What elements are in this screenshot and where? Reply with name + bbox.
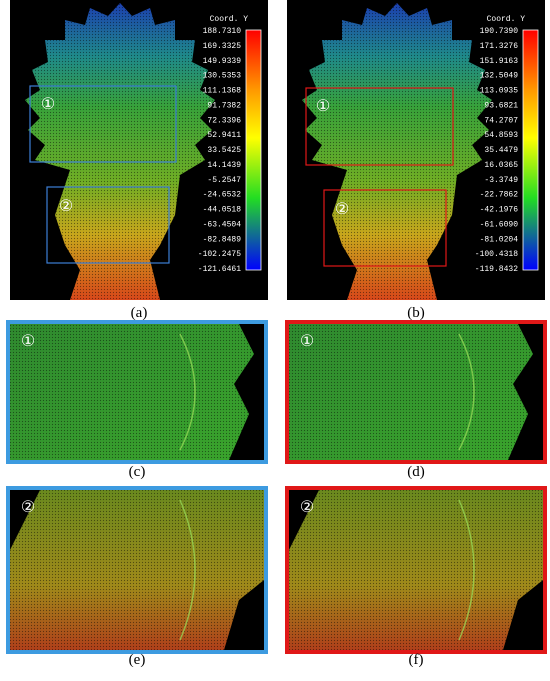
region-box xyxy=(29,85,177,163)
colorbar-label: -81.0204 xyxy=(480,235,519,244)
colorbar-label: 111.1368 xyxy=(203,87,242,96)
region-marker: ② xyxy=(335,201,349,218)
region-marker: ① xyxy=(300,333,314,350)
region-box xyxy=(46,186,170,264)
ridge xyxy=(458,333,475,451)
colorbar-label: 130.5353 xyxy=(203,72,242,81)
colorbar-label: -121.6461 xyxy=(198,265,241,274)
point-cloud-texture xyxy=(10,490,264,650)
colorbar-label: -42.1976 xyxy=(480,206,519,215)
region-box xyxy=(323,189,447,267)
ridge xyxy=(179,333,196,451)
ridge xyxy=(458,499,475,641)
region-marker: ② xyxy=(21,499,35,516)
colorbar xyxy=(522,29,539,271)
inset-border xyxy=(285,320,547,464)
colorbar-label: -61.6090 xyxy=(480,220,519,229)
colorbar-label: 16.0365 xyxy=(484,161,518,170)
colorbar-label: 74.2707 xyxy=(484,116,518,125)
inset-border xyxy=(285,486,547,654)
caption: (c) xyxy=(129,464,146,480)
inset-border xyxy=(6,486,268,654)
caption: (a) xyxy=(131,305,148,321)
region-marker: ① xyxy=(41,96,55,113)
colorbar-label: -22.7862 xyxy=(480,191,519,200)
colorbar-label: 151.9163 xyxy=(480,57,519,66)
colorbar-label: -3.3749 xyxy=(484,176,518,185)
region-marker: ② xyxy=(300,499,314,516)
region-marker: ② xyxy=(59,198,73,215)
colorbar-label: 113.0935 xyxy=(480,87,519,96)
colorbar-label: -102.2475 xyxy=(198,250,241,259)
colorbar-label: 52.9411 xyxy=(207,131,241,140)
colorbar-label: 190.7390 xyxy=(480,27,519,36)
region-marker: ① xyxy=(316,98,330,115)
colorbar-label: 188.7310 xyxy=(203,27,242,36)
colorbar-label: 14.1439 xyxy=(207,161,241,170)
colorbar-label: 93.6821 xyxy=(484,101,518,110)
colorbar-label: -24.6532 xyxy=(203,191,242,200)
colorbar-label: 91.7382 xyxy=(207,101,241,110)
colorbar-label: -119.8432 xyxy=(475,265,518,274)
colorbar-label: 132.5049 xyxy=(480,72,519,81)
caption: (e) xyxy=(129,652,146,668)
colorbar-label: 149.9339 xyxy=(203,57,242,66)
colorbar-label: -63.4504 xyxy=(203,220,242,229)
point-cloud-texture xyxy=(289,490,543,650)
region-box xyxy=(305,87,454,166)
colorbar-label: -82.8489 xyxy=(203,235,242,244)
colorbar-label: 171.3276 xyxy=(480,42,519,51)
colorbar-label: 54.8593 xyxy=(484,131,518,140)
point-cloud-texture xyxy=(10,324,254,460)
colorbar-label: 169.3325 xyxy=(203,42,242,51)
colorbar-title: Coord. Y xyxy=(487,15,526,24)
colorbar-label: -100.4318 xyxy=(475,250,518,259)
colorbar-label: 35.4479 xyxy=(484,146,518,155)
caption: (f) xyxy=(409,652,424,668)
colorbar-label: -44.0518 xyxy=(203,206,242,215)
colorbar xyxy=(245,29,262,271)
point-cloud-texture xyxy=(289,324,533,460)
region-marker: ① xyxy=(21,333,35,350)
colorbar-title: Coord. Y xyxy=(210,15,249,24)
colorbar-label: -5.2547 xyxy=(207,176,241,185)
inset-border xyxy=(6,320,268,464)
ridge xyxy=(179,499,196,641)
caption: (b) xyxy=(407,305,425,321)
caption: (d) xyxy=(407,464,425,480)
colorbar-label: 33.5425 xyxy=(207,146,241,155)
colorbar-label: 72.3396 xyxy=(207,116,241,125)
